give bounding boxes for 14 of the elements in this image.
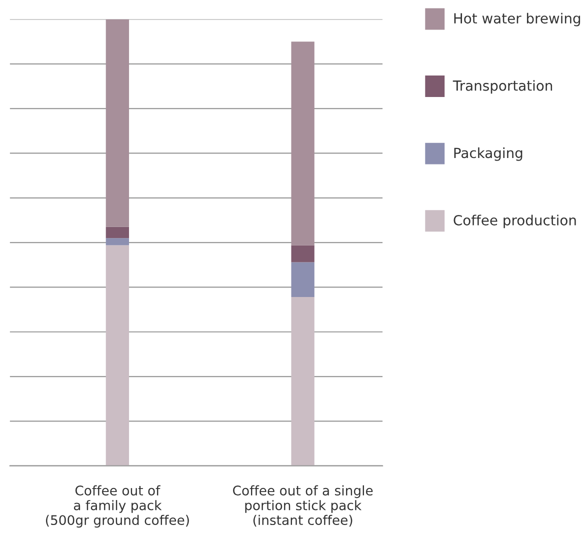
bar: [291, 297, 314, 466]
bar: [106, 238, 130, 246]
bar: [291, 245, 314, 262]
legend-label: Transportation: [452, 80, 552, 94]
bar: [106, 245, 130, 466]
legend-label: Hot water brewing: [454, 12, 580, 26]
bar: [291, 262, 314, 298]
legend-label: Packaging: [454, 147, 522, 161]
x-tick-label: Coffee out of a single portion stick pack (instant coffee): [233, 485, 373, 527]
bar: [291, 42, 314, 246]
legend-label: Coffee production: [454, 214, 576, 228]
x-tick-label: Coffee out of a family pack (500gr ground coffee): [46, 485, 189, 528]
bar: [106, 226, 130, 238]
bar: [106, 19, 130, 227]
